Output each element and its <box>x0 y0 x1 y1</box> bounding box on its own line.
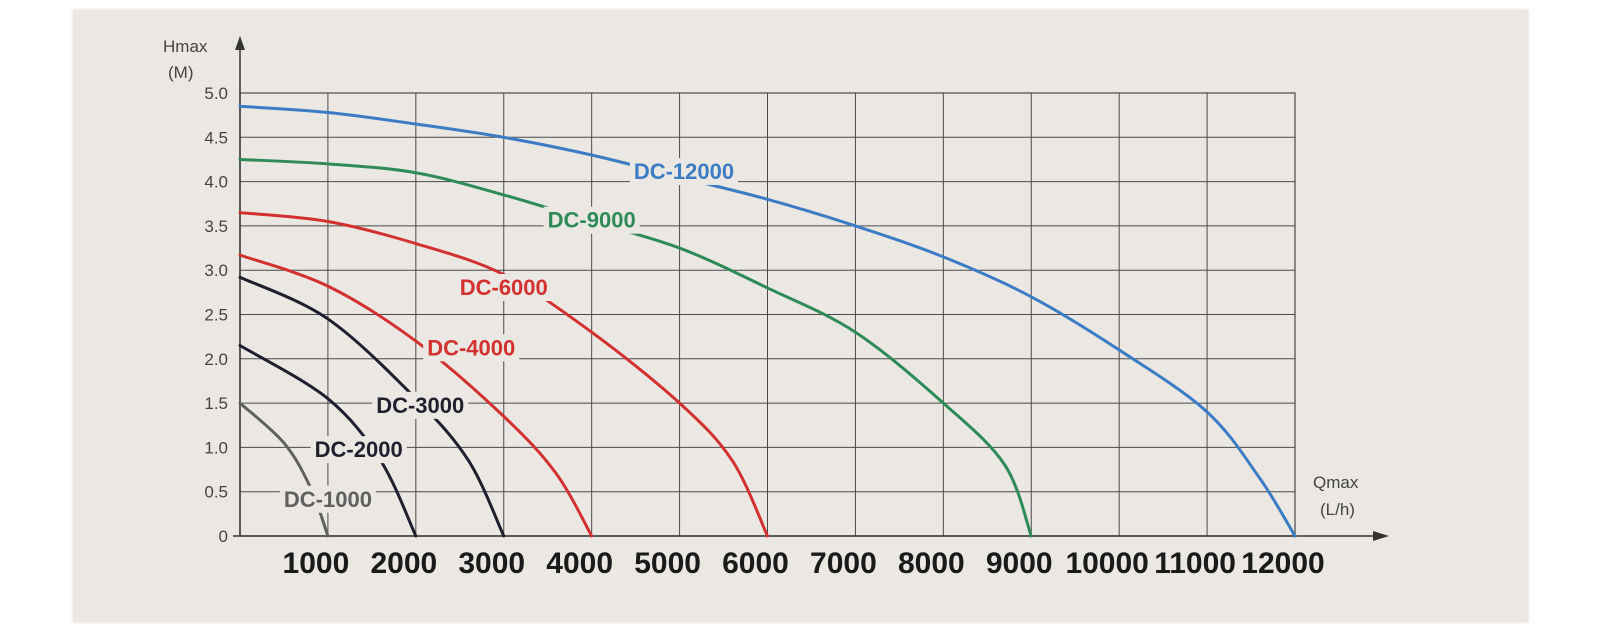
series-label-background <box>372 391 469 419</box>
y-tick-label: 4.0 <box>204 173 228 192</box>
x-tick-label: 12000 <box>1241 547 1324 580</box>
x-tick-label: 11000 <box>1154 547 1236 580</box>
y-tick-label: 0.5 <box>204 483 228 502</box>
y-tick-label: 4.5 <box>204 128 228 147</box>
series-label-background <box>629 157 739 185</box>
series-label-background <box>543 206 640 234</box>
series-labels: DC-1000 DC-2000 DC-3000 DC-4000 DC-6000 DC-90… <box>279 157 739 513</box>
x-axis-label: Qmax <box>1313 473 1359 492</box>
y-axis-label: Hmax <box>163 37 208 56</box>
x-axis-unit: (L/h) <box>1320 500 1355 519</box>
series-line-dc-2000 <box>238 344 418 538</box>
x-tick-labels: 1000 2000 3000 4000 5000 6000 7000 8000 9000 1000… <box>283 547 1325 580</box>
x-tick-label: 10000 <box>1065 547 1148 580</box>
x-axis-arrow-icon <box>1373 531 1389 541</box>
y-tick-label: 1.5 <box>204 394 228 413</box>
series-label-dc-6000: DC-6000 <box>460 275 548 300</box>
series-line-dc-12000 <box>238 104 1297 538</box>
x-tick-label: 5000 <box>634 547 701 580</box>
chart-card: Hmax (M) Qmax (L/h) 0 0.5 1.0 1.5 2.0 2.5 3.0 3… <box>73 10 1528 622</box>
series-label-background <box>279 485 376 513</box>
y-tick-label: 5.0 <box>204 84 228 103</box>
y-tick-label: 0 <box>219 527 228 546</box>
y-tick-label: 3.0 <box>204 261 228 280</box>
series-label-dc-3000: DC-3000 <box>376 393 464 418</box>
series-label-dc-2000: DC-2000 <box>315 437 403 462</box>
y-tick-label: 3.5 <box>204 217 228 236</box>
x-tick-label: 3000 <box>458 547 525 580</box>
x-tick-label: 1000 <box>283 547 350 580</box>
y-tick-label: 2.5 <box>204 306 228 325</box>
axes: Hmax (M) Qmax (L/h) <box>163 36 1389 541</box>
y-axis-unit: (M) <box>168 63 193 82</box>
series-label-dc-1000: DC-1000 <box>284 487 372 512</box>
pump-performance-chart: Hmax (M) Qmax (L/h) 0 0.5 1.0 1.5 2.0 2.5 3.0 3… <box>163 36 1389 580</box>
series-line-dc-4000 <box>238 253 594 538</box>
x-tick-label: 9000 <box>986 547 1053 580</box>
y-tick-label: 2.0 <box>204 350 228 369</box>
series-line-dc-1000 <box>238 401 330 538</box>
series-curves <box>238 104 1297 538</box>
x-tick-label: 8000 <box>898 547 965 580</box>
grid <box>239 92 1296 537</box>
y-tick-label: 1.0 <box>204 438 228 457</box>
y-tick-labels: 0 0.5 1.0 1.5 2.0 2.5 3.0 3.5 4.0 4.5 5.0 <box>204 84 228 546</box>
series-line-dc-9000 <box>238 157 1033 538</box>
series-label-dc-12000: DC-12000 <box>634 159 734 184</box>
x-tick-label: 7000 <box>810 547 877 580</box>
x-tick-label: 2000 <box>370 547 437 580</box>
series-label-background <box>310 436 407 464</box>
series-label-background <box>455 274 552 302</box>
x-tick-label: 4000 <box>546 547 613 580</box>
x-tick-label: 6000 <box>722 547 789 580</box>
series-label-dc-4000: DC-4000 <box>427 335 515 360</box>
series-label-background <box>423 334 520 362</box>
y-axis-arrow-icon <box>235 36 245 50</box>
series-label-dc-9000: DC-9000 <box>548 208 636 233</box>
